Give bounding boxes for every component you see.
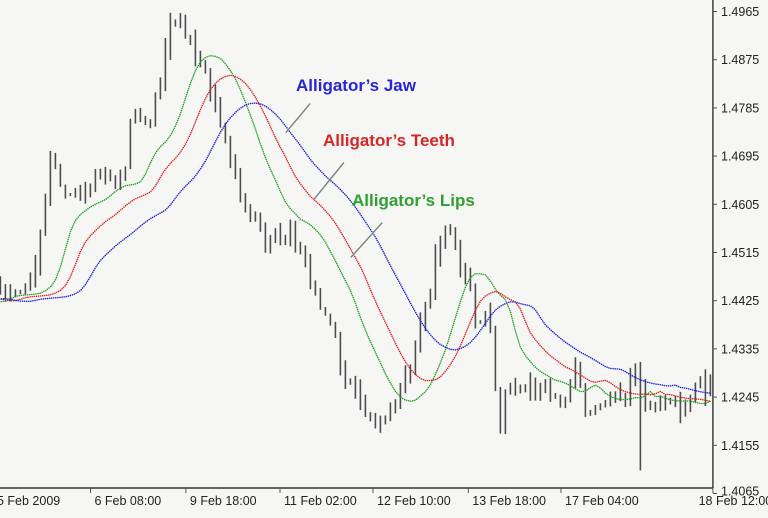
svg-text:5 Feb 2009: 5 Feb 2009 [0,494,60,508]
svg-text:1.4785: 1.4785 [721,101,759,115]
svg-text:6 Feb 08:00: 6 Feb 08:00 [95,494,162,508]
svg-text:1.4335: 1.4335 [721,342,759,356]
svg-text:1.4875: 1.4875 [721,53,759,67]
svg-text:12 Feb 10:00: 12 Feb 10:00 [377,494,451,508]
svg-text:1.4515: 1.4515 [721,246,759,260]
svg-text:1.4245: 1.4245 [721,391,759,405]
svg-text:1.4155: 1.4155 [721,439,759,453]
svg-text:18 Feb 12:00: 18 Feb 12:00 [699,494,768,508]
svg-text:11 Feb 02:00: 11 Feb 02:00 [284,494,357,508]
svg-text:9 Feb 18:00: 9 Feb 18:00 [190,494,257,508]
svg-text:13 Feb 18:00: 13 Feb 18:00 [472,494,546,508]
svg-text:1.4965: 1.4965 [721,5,759,19]
svg-text:1.4605: 1.4605 [721,198,759,212]
svg-text:1.4695: 1.4695 [721,150,759,164]
svg-text:17 Feb 04:00: 17 Feb 04:00 [565,494,639,508]
svg-text:1.4425: 1.4425 [721,294,759,308]
